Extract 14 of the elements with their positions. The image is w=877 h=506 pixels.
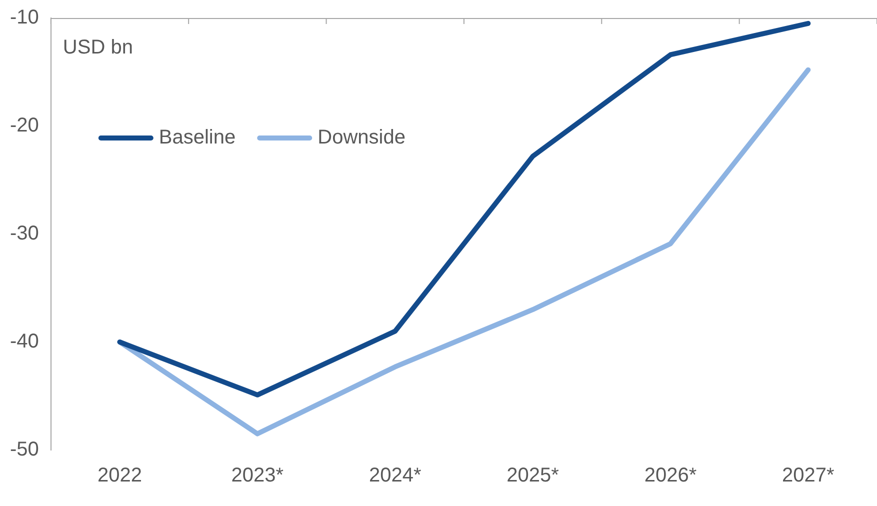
- legend-label: Downside: [318, 126, 406, 149]
- x-tick-label: 2023*: [231, 464, 284, 487]
- y-tick-label: -10: [10, 6, 39, 29]
- y-axis-title: USD bn: [62, 36, 133, 59]
- x-tick-label: 2027*: [782, 464, 835, 487]
- y-tick-label: -30: [10, 222, 39, 245]
- y-tick-label: -50: [10, 438, 39, 461]
- x-tick-label: 2025*: [506, 464, 560, 487]
- legend-label: Baseline: [158, 126, 236, 149]
- x-tick-label: 2026*: [644, 464, 697, 487]
- x-tick-label: 2022: [97, 464, 142, 487]
- y-tick-label: -20: [10, 114, 39, 137]
- y-tick-label: -40: [10, 330, 39, 353]
- x-tick-label: 2024*: [368, 464, 422, 487]
